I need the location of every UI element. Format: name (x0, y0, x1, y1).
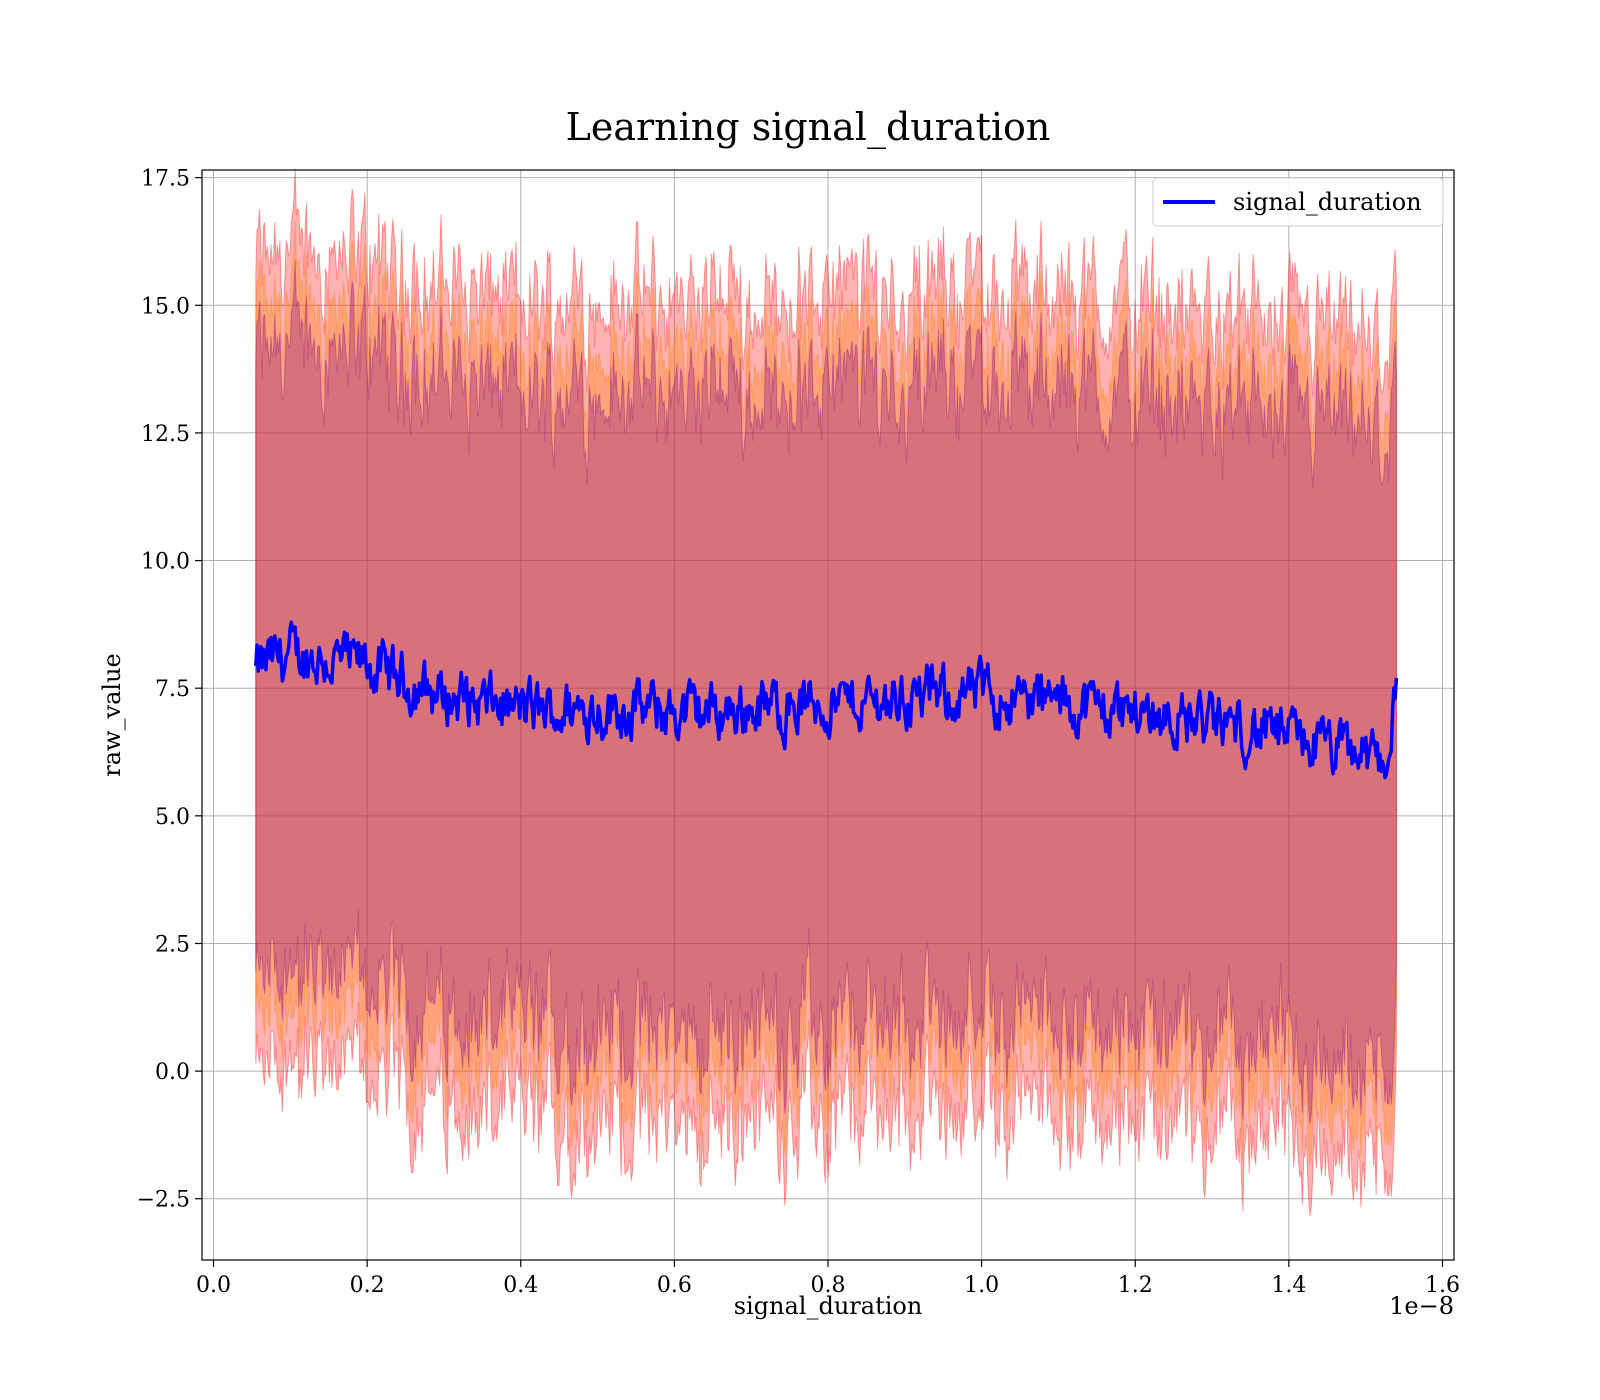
x-tick-label: 0.6 (657, 1273, 692, 1298)
x-tick-label: 0.2 (350, 1273, 385, 1298)
x-axis-scale-label: 1e−8 (1389, 1292, 1454, 1320)
y-tick-label: 17.5 (141, 167, 190, 192)
y-axis-ticks: −2.5 0.0 2.5 5.0 7.5 10.0 12.5 15.0 17.5 (137, 167, 202, 1213)
y-tick-label: 2.5 (155, 932, 190, 957)
x-tick-label: 0.4 (503, 1273, 538, 1298)
confidence-band (255, 219, 1397, 1165)
confidence-band (255, 168, 1397, 1216)
y-tick-label: 12.5 (141, 422, 190, 447)
x-tick-label: 0.0 (196, 1273, 231, 1298)
y-tick-label: 5.0 (155, 805, 190, 830)
grid (202, 170, 1454, 1260)
x-tick-label: 1.0 (964, 1273, 999, 1298)
x-tick-label: 1.2 (1118, 1273, 1153, 1298)
y-tick-label: 15.0 (141, 294, 190, 319)
x-tick-label: 1.4 (1271, 1273, 1306, 1298)
x-tick-label: 1.6 (1425, 1273, 1460, 1298)
x-tick-label: 0.8 (811, 1273, 846, 1298)
x-axis-ticks: 0.0 0.2 0.4 0.6 0.8 1.0 1.2 1.4 1.6 (196, 1260, 1460, 1298)
y-axis-label: raw_value (98, 653, 126, 777)
legend: signal_duration (1152, 177, 1444, 227)
series-line-signal-duration (254, 620, 1399, 780)
y-tick-label: 7.5 (155, 677, 190, 702)
legend-label: signal_duration (1233, 188, 1422, 216)
confidence-band (255, 260, 1397, 1124)
series-lines (254, 620, 1399, 780)
y-tick-label: −2.5 (137, 1188, 190, 1213)
y-tick-label: 10.0 (141, 550, 190, 575)
chart-title: Learning signal_duration (566, 105, 1051, 150)
legend-box (1152, 177, 1444, 227)
confidence-bands (255, 168, 1397, 1216)
y-tick-label: 0.0 (155, 1060, 190, 1085)
x-axis-label: signal_duration (734, 1292, 923, 1320)
